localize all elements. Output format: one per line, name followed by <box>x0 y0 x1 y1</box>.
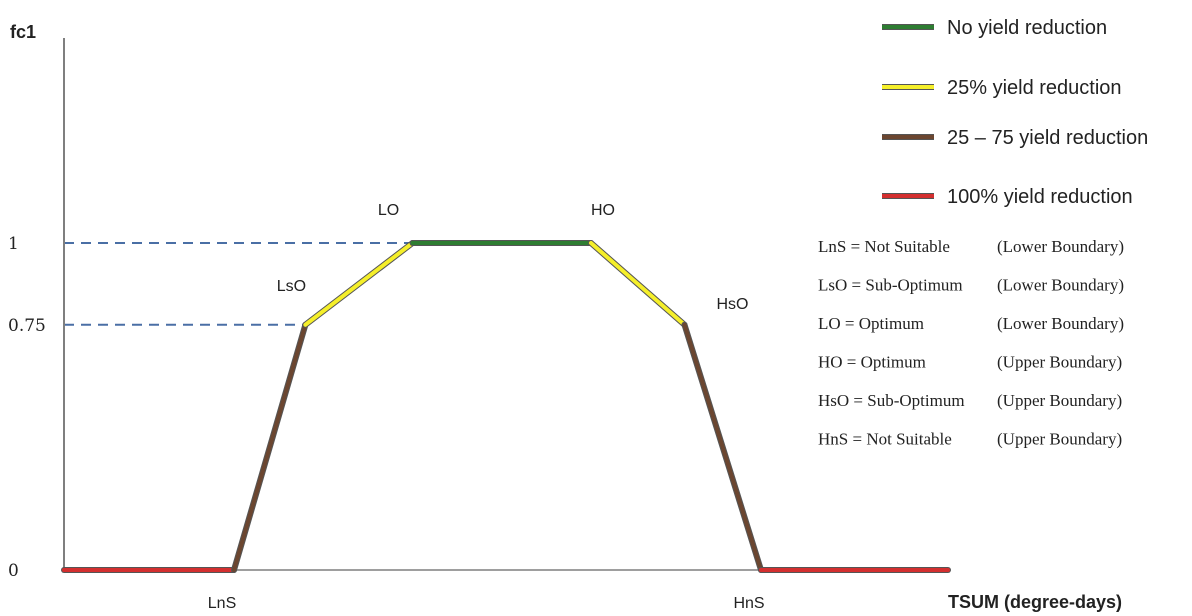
y-tick-label: 1 <box>8 234 19 254</box>
segment-fill-LsO-LO <box>303 241 415 327</box>
definition-term: LnS = Not Suitable <box>818 237 950 256</box>
definition-term: LsO = Sub-Optimum <box>818 276 963 295</box>
definition-boundary: (Lower Boundary) <box>997 314 1124 333</box>
reference-lines <box>64 242 413 326</box>
definition-boundary: (Lower Boundary) <box>997 237 1124 256</box>
definition-boundary: (Upper Boundary) <box>997 430 1122 449</box>
point-labels: LsO LO HO HsO <box>277 202 749 313</box>
x-tick-label-HnS: HnS <box>733 595 764 612</box>
segment-fill-LnS-LsO <box>232 322 308 572</box>
x-tick-label-LnS: LnS <box>208 595 236 612</box>
legend-label: 100% yield reduction <box>947 186 1133 208</box>
point-label-LsO: LsO <box>277 278 306 295</box>
legend-label: No yield reduction <box>947 17 1107 39</box>
definition-term: HnS = Not Suitable <box>818 430 952 449</box>
y-tick-label: 0.75 <box>8 316 46 336</box>
axes <box>63 38 948 571</box>
definitions-list: LnS = Not Suitable (Lower Boundary) LsO = … <box>818 237 1124 449</box>
definition-term: LO = Optimum <box>818 314 924 333</box>
definition-boundary: (Upper Boundary) <box>997 391 1122 410</box>
definition-boundary: (Lower Boundary) <box>997 276 1124 295</box>
fc1-curve <box>61 240 951 573</box>
point-label-LO: LO <box>378 202 399 219</box>
y-tick-labels: 0 0.75 1 <box>8 234 46 581</box>
point-label-HO: HO <box>591 202 615 219</box>
definition-boundary: (Upper Boundary) <box>997 353 1122 372</box>
x-axis-label: TSUM (degree-days) <box>948 592 1122 612</box>
definition-term: HsO = Sub-Optimum <box>818 391 965 410</box>
legend: No yield reduction 25% yield reduction 25 … <box>882 17 1148 208</box>
legend-label: 25% yield reduction <box>947 77 1122 99</box>
y-tick-label: 0 <box>8 561 19 581</box>
definition-term: HO = Optimum <box>818 353 926 372</box>
y-axis-label: fc1 <box>10 22 36 42</box>
legend-label: 25 – 75 yield reduction <box>947 127 1148 149</box>
point-label-HsO: HsO <box>717 296 749 313</box>
x-tick-labels: LnS HnS <box>208 595 765 612</box>
segment-fill-HO-HsO <box>589 241 687 327</box>
segment-fill-HsO-HnS <box>682 322 763 572</box>
